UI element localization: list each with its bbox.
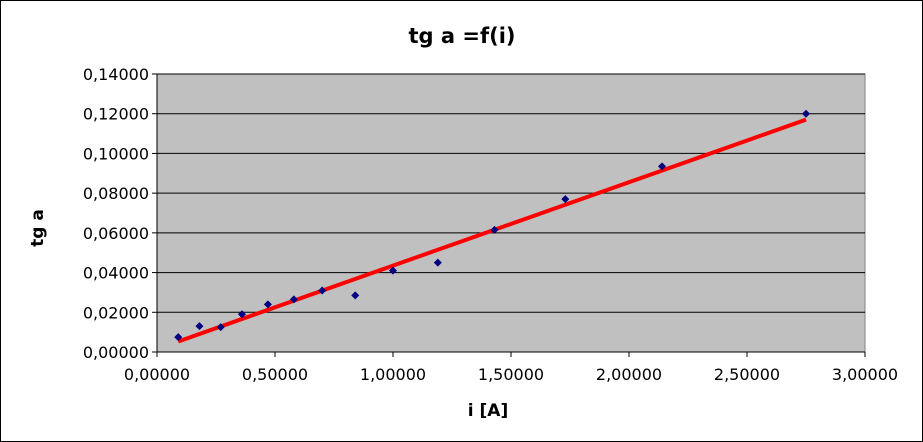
x-tick-label: 2,50000 — [714, 365, 780, 384]
axes — [152, 73, 866, 357]
y-tick-label: 0,04000 — [83, 264, 149, 283]
data-point — [263, 300, 272, 309]
data-point — [174, 333, 183, 342]
y-tick-label: 0,06000 — [83, 224, 149, 243]
x-tick-label: 2,00000 — [596, 365, 662, 384]
y-tick-labels: 0,00000 0,02000 0,04000 0,06000 0,08000 0,100… — [83, 65, 149, 362]
data-point — [802, 109, 810, 118]
data-points-layer — [174, 109, 810, 342]
x-tick-label: 3,00000 — [832, 365, 898, 384]
y-tick-label: 0,14000 — [83, 65, 149, 84]
x-tick-label: 0,50000 — [242, 365, 308, 384]
data-point — [561, 195, 570, 204]
data-point — [318, 286, 327, 295]
x-tick-label: 0,00000 — [124, 365, 190, 384]
x-axis-title: i [A] — [468, 401, 508, 421]
data-point — [658, 162, 667, 171]
chart-title: tg a =f(i) — [409, 24, 516, 48]
data-point — [351, 291, 360, 300]
grid-lines — [157, 73, 865, 313]
data-point — [433, 258, 442, 267]
data-point — [195, 322, 204, 331]
y-tick-label: 0,08000 — [83, 184, 149, 203]
x-tick-labels: 0,00000 0,50000 1,00000 1,50000 2,00000 2,500… — [124, 365, 898, 384]
x-tick-label: 1,00000 — [360, 365, 426, 384]
y-tick-label: 0,02000 — [83, 303, 149, 322]
data-point — [490, 225, 499, 234]
y-tick-label: 0,10000 — [83, 144, 149, 163]
y-axis-title: tg a — [28, 209, 48, 247]
data-point — [289, 295, 298, 304]
x-tick-label: 1,50000 — [478, 365, 544, 384]
data-point — [237, 310, 246, 319]
y-tick-label: 0,00000 — [83, 343, 149, 362]
data-point — [389, 266, 397, 275]
data-point — [216, 323, 225, 332]
y-tick-label: 0,12000 — [83, 105, 149, 124]
